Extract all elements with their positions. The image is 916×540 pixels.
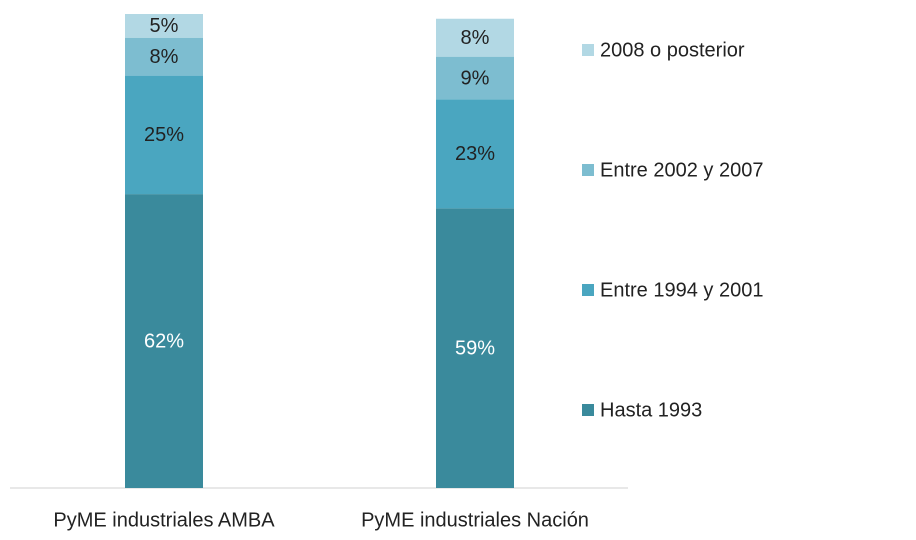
data-label: 8% — [150, 46, 179, 68]
legend-swatch — [582, 44, 594, 56]
bar-segment — [436, 18, 514, 57]
bar-segment — [436, 56, 514, 100]
legend-label: Hasta 1993 — [600, 399, 702, 421]
legend-swatch — [582, 164, 594, 176]
data-label: 59% — [455, 337, 495, 359]
x-tick-label: PyME industriales Nación — [361, 509, 589, 531]
data-label: 62% — [144, 330, 184, 352]
legend-swatch — [582, 404, 594, 416]
bar-segment — [436, 208, 514, 488]
data-label: 25% — [144, 124, 184, 146]
legend-label: Entre 2002 y 2007 — [600, 159, 763, 181]
bar-segment — [125, 194, 203, 488]
data-label: 8% — [461, 27, 490, 49]
bar-segment — [125, 14, 203, 38]
data-label: 23% — [455, 143, 495, 165]
data-label: 5% — [150, 15, 179, 37]
data-label: 9% — [461, 67, 490, 89]
x-tick-label: PyME industriales AMBA — [53, 509, 275, 531]
bar-segment — [436, 99, 514, 209]
legend-label: 2008 o posterior — [600, 39, 745, 61]
legend-label: Entre 1994 y 2001 — [600, 279, 763, 301]
bar-segment — [125, 75, 203, 195]
legend-swatch — [582, 284, 594, 296]
bar-segment — [125, 37, 203, 76]
